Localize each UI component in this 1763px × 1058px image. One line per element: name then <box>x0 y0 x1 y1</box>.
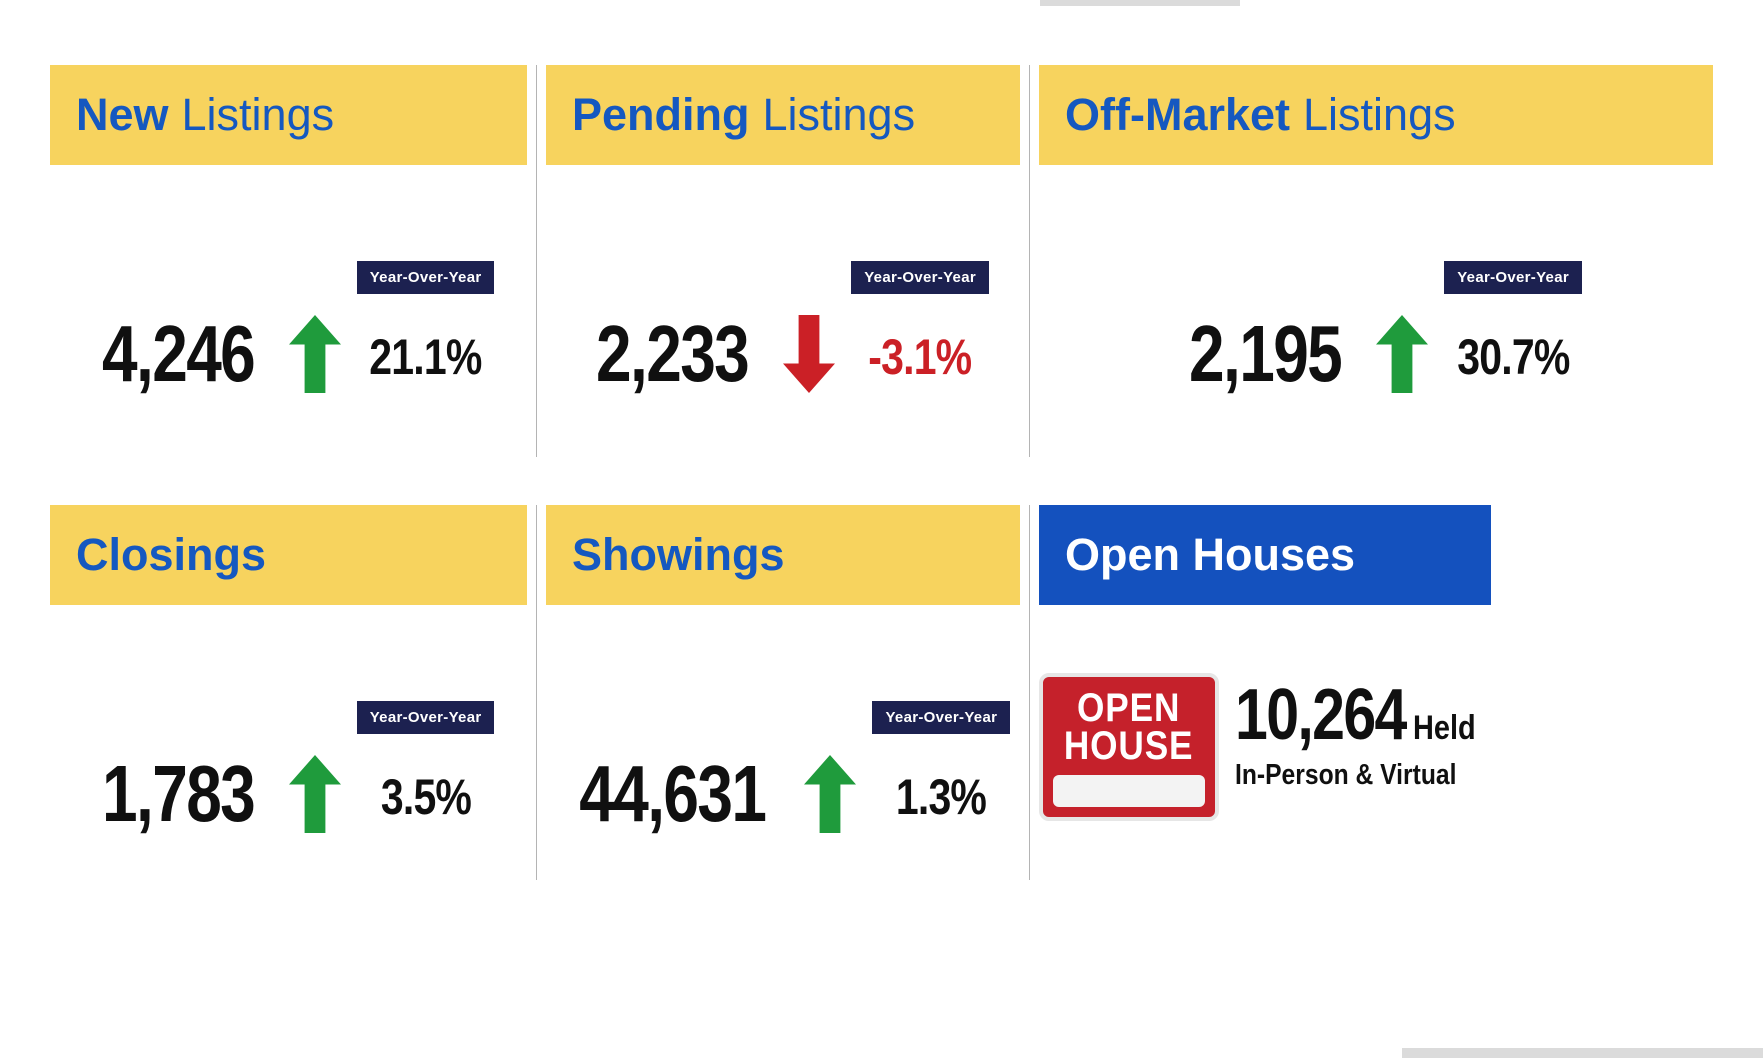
open-houses-content: OPEN HOUSE 10,264 Held In-Person & Virtu… <box>1039 673 1713 821</box>
panel-title: Off-Market Listings <box>1065 89 1456 141</box>
stat-percent: 21.1% <box>369 329 483 385</box>
yoy-badge: Year-Over-Year <box>872 701 1011 734</box>
yoy-group: Year-Over-Year 3.5% <box>356 701 495 825</box>
panel-title-rest: Listings <box>762 89 916 140</box>
panel-showings: Showings 44,631 Year-Over-Year 1.3% <box>536 505 1029 880</box>
open-houses-stat: 10,264 Held In-Person & Virtual <box>1235 673 1496 792</box>
stat-block: 2,195 Year-Over-Year 30.7% <box>1039 261 1713 414</box>
stat-value: 1,783 <box>101 748 256 838</box>
panel-title: Closings <box>76 529 279 581</box>
stat-block: 1,783 Year-Over-Year 3.5% <box>50 701 527 854</box>
panel-header-open-houses: Open Houses <box>1039 505 1491 605</box>
panel-title-bold: Closings <box>76 529 267 580</box>
panel-title: Open Houses <box>1065 529 1356 580</box>
stats-row-top: New Listings 4,246 Year-Over-Year 21.1% … <box>50 65 1713 457</box>
yoy-badge: Year-Over-Year <box>1444 261 1582 294</box>
up-arrow-icon <box>288 749 341 839</box>
panel-title-bold: New <box>76 89 169 140</box>
open-houses-value-line: 10,264 Held <box>1235 679 1496 751</box>
panel-title-bold: Off-Market <box>1065 89 1291 140</box>
stat-value: 2,233 <box>596 308 750 398</box>
stats-row-bottom: Closings 1,783 Year-Over-Year 3.5% Showi… <box>50 505 1713 880</box>
stat-block: 44,631 Year-Over-Year 1.3% <box>546 701 1020 854</box>
panel-open-houses: Open Houses OPEN HOUSE 10,264 Held In-Pe… <box>1029 505 1713 880</box>
up-arrow-icon <box>288 309 341 399</box>
panel-title: Showings <box>572 529 798 581</box>
panel-title-bold: Pending <box>572 89 750 140</box>
stat-block: 4,246 Year-Over-Year 21.1% <box>50 261 527 414</box>
yoy-group: Year-Over-Year 30.7% <box>1444 261 1582 382</box>
artifact-strip-top <box>1040 0 1240 6</box>
stat-percent: 1.3% <box>896 769 987 825</box>
up-arrow-icon <box>804 749 857 839</box>
artifact-strip-bottom <box>1402 1048 1763 1058</box>
panel-title: New Listings <box>76 89 334 141</box>
up-arrow-icon <box>1376 309 1429 399</box>
stat-value: 2,195 <box>1189 308 1343 398</box>
open-house-sign-blank-strip <box>1053 775 1205 807</box>
panel-header-new-listings: New Listings <box>50 65 527 165</box>
open-house-sign-icon: OPEN HOUSE <box>1039 673 1219 821</box>
panel-header-showings: Showings <box>546 505 1020 605</box>
panel-header-closings: Closings <box>50 505 527 605</box>
panel-closings: Closings 1,783 Year-Over-Year 3.5% <box>50 505 536 880</box>
panel-off-market-listings: Off-Market Listings 2,195 Year-Over-Year… <box>1029 65 1713 457</box>
stat-percent: 3.5% <box>380 769 472 825</box>
yoy-group: Year-Over-Year -3.1% <box>851 261 989 382</box>
panel-title-bold: Showings <box>572 529 785 580</box>
yoy-badge: Year-Over-Year <box>851 261 989 294</box>
panel-header-off-market-listings: Off-Market Listings <box>1039 65 1713 165</box>
yoy-group: Year-Over-Year 1.3% <box>872 701 1011 825</box>
stat-block: 2,233 Year-Over-Year -3.1% <box>546 261 1020 414</box>
panel-new-listings: New Listings 4,246 Year-Over-Year 21.1% <box>50 65 536 457</box>
stat-value-suffix: Held <box>1413 709 1476 747</box>
panel-title-rest: Listings <box>181 89 335 140</box>
open-house-sign-line1: OPEN <box>1077 686 1181 730</box>
stat-value: 4,246 <box>101 308 256 398</box>
stat-percent: -3.1% <box>868 329 973 385</box>
yoy-group: Year-Over-Year 21.1% <box>356 261 495 385</box>
yoy-badge: Year-Over-Year <box>356 261 495 294</box>
panel-pending-listings: Pending Listings 2,233 Year-Over-Year -3… <box>536 65 1029 457</box>
stat-percent: 30.7% <box>1457 329 1570 385</box>
down-arrow-icon <box>783 309 836 399</box>
stat-value: 10,264 <box>1235 675 1407 755</box>
open-house-sign-line2: HOUSE <box>1064 724 1194 768</box>
panel-title: Pending Listings <box>572 89 915 141</box>
panel-header-pending-listings: Pending Listings <box>546 65 1020 165</box>
stat-value: 44,631 <box>579 748 767 838</box>
open-houses-subtitle: In-Person & Virtual <box>1235 759 1457 791</box>
panel-title-rest: Listings <box>1303 89 1456 140</box>
yoy-badge: Year-Over-Year <box>356 701 495 734</box>
